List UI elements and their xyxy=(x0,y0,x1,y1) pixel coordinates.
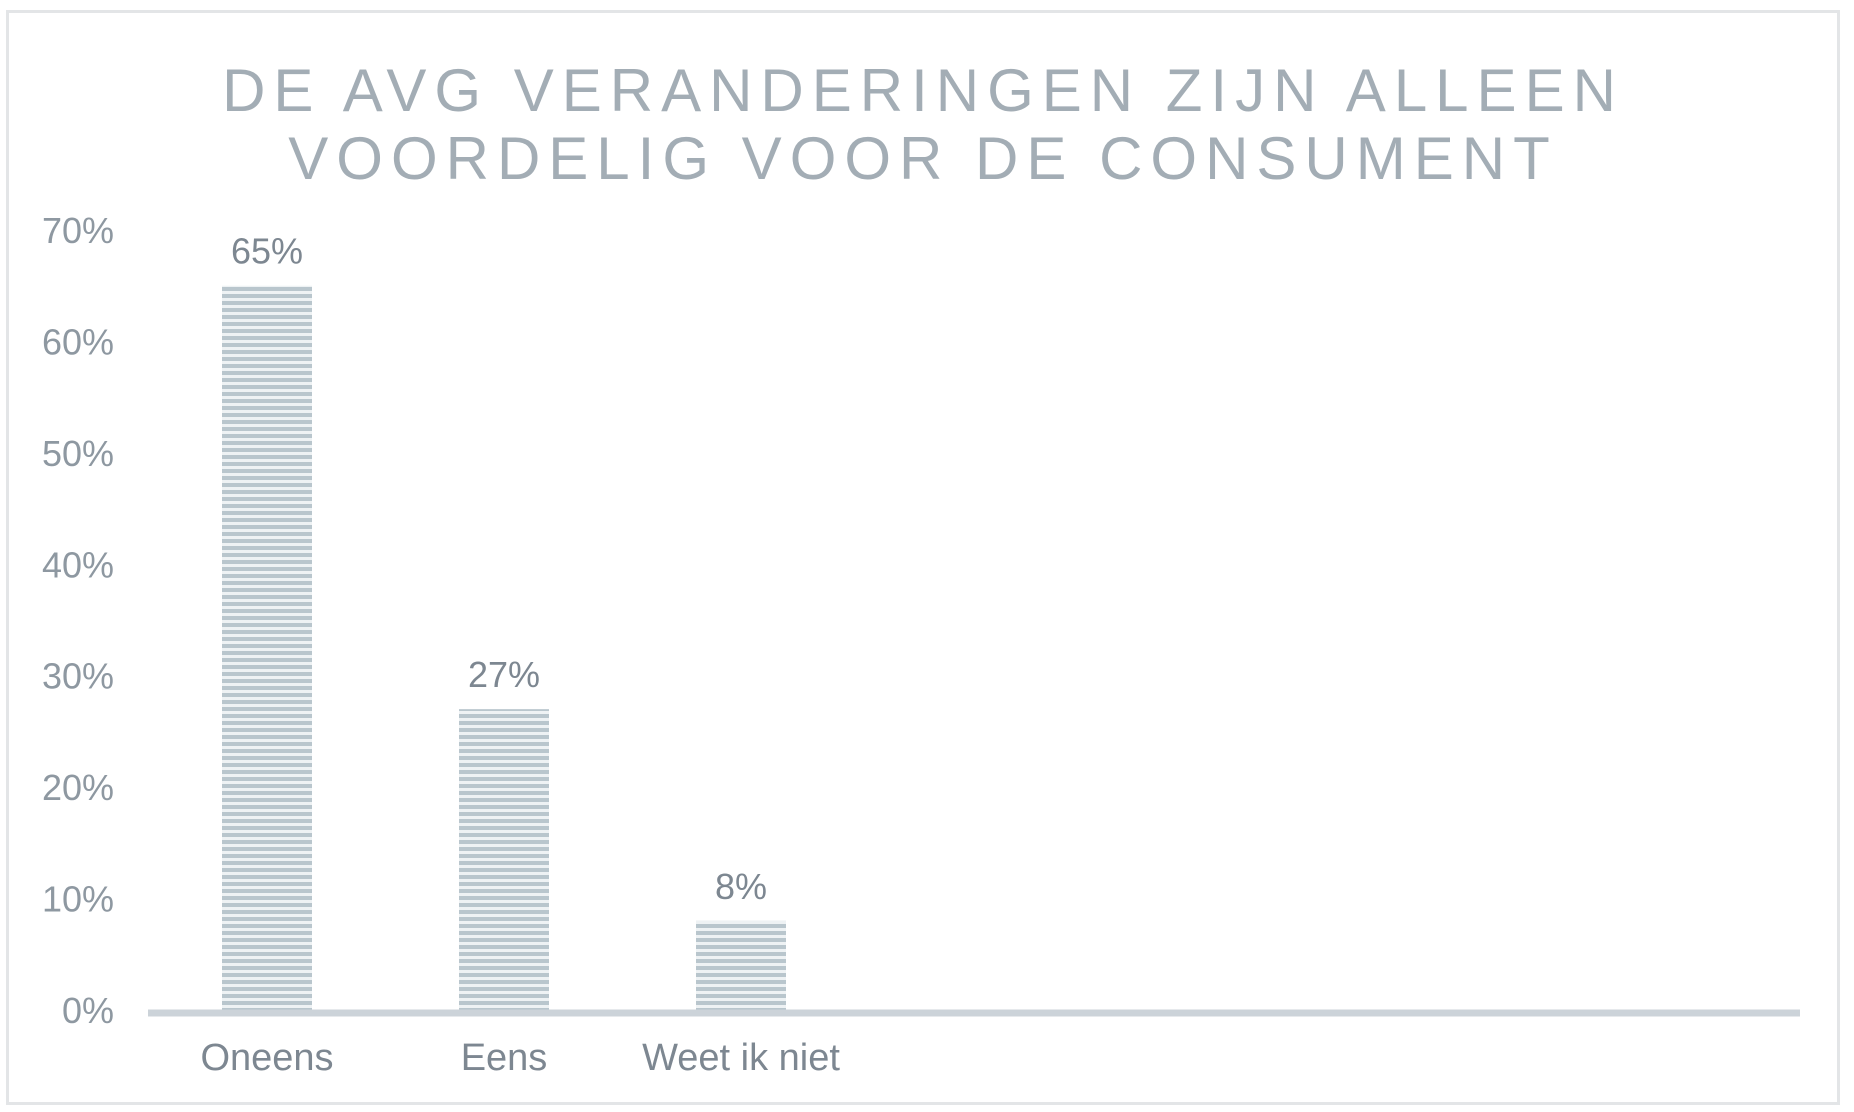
y-tick-label: 40% xyxy=(42,544,114,585)
chart-title-line-1: DE AVG VERANDERINGEN ZIJN ALLEEN xyxy=(222,57,1624,124)
y-tick-label: 30% xyxy=(42,656,114,697)
x-category-label: Oneens xyxy=(200,1037,333,1079)
y-tick-label: 0% xyxy=(62,990,114,1031)
bar-oneens xyxy=(222,285,312,1010)
x-category-label: Eens xyxy=(461,1037,548,1079)
y-tick-label: 70% xyxy=(42,210,114,251)
y-tick-label: 10% xyxy=(42,879,114,920)
data-label: 8% xyxy=(715,866,767,907)
bar-eens xyxy=(459,709,549,1010)
x-axis-labels: Oneens Eens Weet ik niet xyxy=(200,1037,840,1079)
y-tick-label: 20% xyxy=(42,767,114,808)
y-tick-label: 60% xyxy=(42,321,114,362)
data-label: 27% xyxy=(468,654,540,695)
data-labels: 65% 27% 8% xyxy=(231,231,767,907)
y-tick-label: 50% xyxy=(42,433,114,474)
chart-title-line-2: VOORDELIG VOOR DE CONSUMENT xyxy=(288,125,1558,192)
bar-weet-ik-niet xyxy=(696,920,786,1010)
chart-title: DE AVG VERANDERINGEN ZIJN ALLEEN VOORDEL… xyxy=(9,57,1837,193)
y-axis-ticks: 0% 10% 20% 30% 40% 50% 60% 70% xyxy=(42,210,114,1031)
bars xyxy=(222,285,786,1010)
data-label: 65% xyxy=(231,231,303,272)
x-category-label: Weet ik niet xyxy=(642,1037,840,1079)
